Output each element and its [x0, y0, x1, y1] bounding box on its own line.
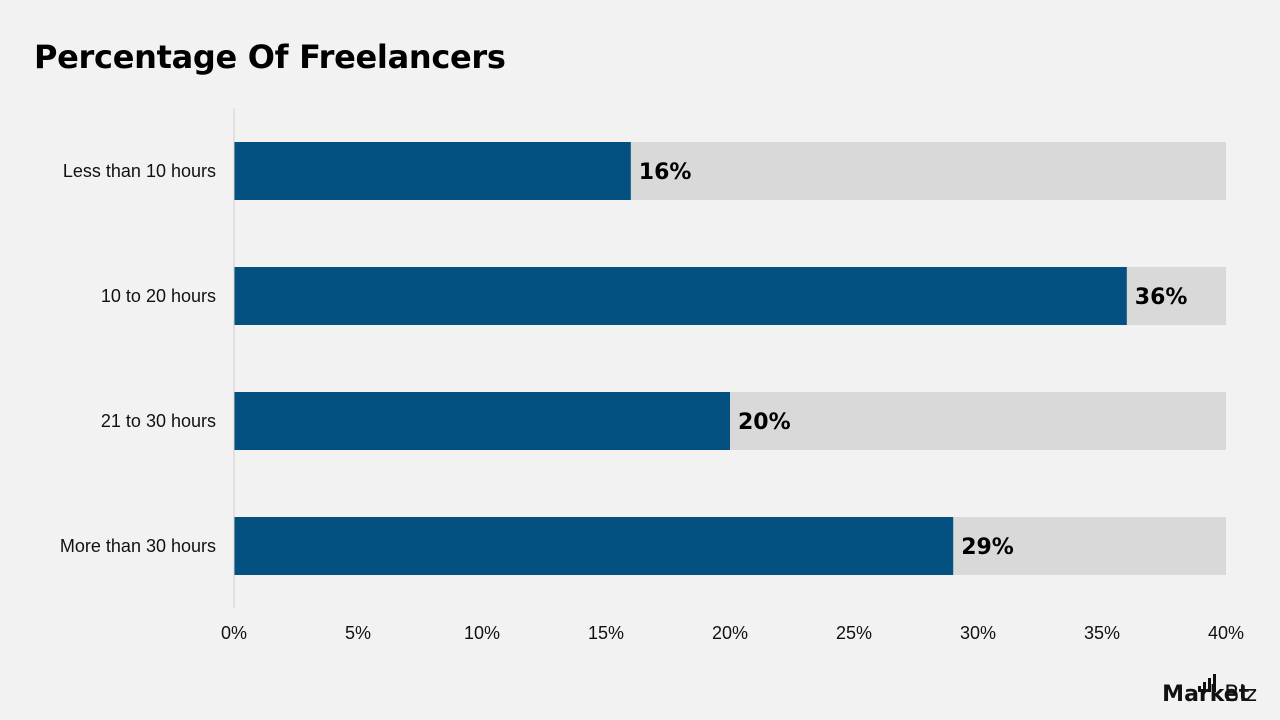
x-tick-label: 15%: [588, 623, 624, 643]
x-tick-label: 25%: [836, 623, 872, 643]
category-label: Less than 10 hours: [63, 161, 216, 181]
x-tick-label: 30%: [960, 623, 996, 643]
x-tick-label: 0%: [221, 623, 247, 643]
brand-logo: Market .Biz: [1162, 674, 1257, 706]
x-tick-label: 35%: [1084, 623, 1120, 643]
brand-logo-part2: .Biz: [1217, 682, 1257, 707]
data-label: 16%: [639, 160, 692, 185]
bar: [234, 142, 631, 200]
x-tick-label: 5%: [345, 623, 371, 643]
x-tick-label: 10%: [464, 623, 500, 643]
x-tick-label: 40%: [1208, 623, 1244, 643]
brand-logo-part1: Market: [1162, 682, 1250, 707]
brand-bars-icon: [1198, 674, 1217, 692]
bar: [234, 392, 730, 450]
x-tick-label: 20%: [712, 623, 748, 643]
category-label: 21 to 30 hours: [101, 411, 216, 431]
category-label: 10 to 20 hours: [101, 286, 216, 306]
bar: [234, 267, 1127, 325]
chart-title: Percentage Of Freelancers: [34, 38, 506, 76]
bar: [234, 517, 954, 575]
category-label: More than 30 hours: [60, 536, 216, 556]
data-label: 36%: [1135, 285, 1188, 310]
data-label: 20%: [738, 410, 791, 435]
data-label: 29%: [961, 535, 1014, 560]
